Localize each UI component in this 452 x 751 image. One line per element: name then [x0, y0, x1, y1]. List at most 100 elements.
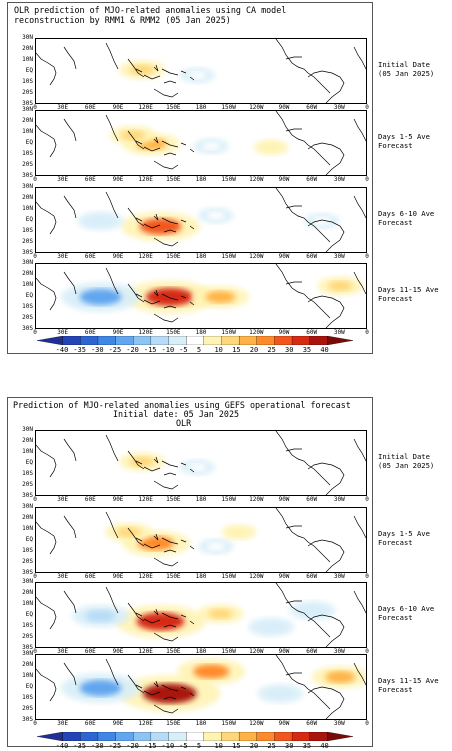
lon-tick-label: 30E [57, 720, 69, 727]
lat-tick-label: 20S [22, 314, 33, 321]
lon-tick-label: 180 [195, 573, 207, 580]
coastline [285, 525, 302, 529]
lat-tick-label: 30S [22, 325, 33, 332]
lat-tick-label: EQ [25, 611, 33, 618]
coastline [105, 586, 145, 622]
lon-tick-label: 60E [84, 329, 96, 336]
panel-label: Days 6-10 Ave Forecast [378, 604, 435, 622]
colorbar-swatch [203, 732, 222, 741]
coastline [135, 680, 179, 714]
colorbar-swatch [80, 336, 99, 345]
lon-tick-label: 30W [333, 253, 345, 260]
colorbar-tick-label: -35 [73, 346, 86, 354]
anomaly-core [130, 64, 155, 75]
lon-tick-label: 150E [166, 720, 181, 727]
coastline [307, 219, 345, 252]
lat-tick-label: 30N [22, 426, 33, 433]
lon-tick-label: 60E [84, 176, 96, 183]
lon-tick-label: 90E [112, 648, 124, 655]
anomaly-core [120, 130, 145, 141]
lon-tick-label: 30E [57, 176, 69, 183]
colorbar-tick-label: 25 [267, 346, 276, 354]
anomaly-map [36, 111, 366, 175]
coastline [105, 42, 145, 78]
colorbar-tick-label: 40 [320, 742, 329, 750]
colorbar-tick-label: -25 [108, 346, 122, 354]
colorbar-swatch [327, 732, 353, 741]
coastline [105, 434, 145, 470]
coastline [180, 219, 195, 230]
anomaly-core [325, 671, 356, 683]
lon-tick-label: 90E [112, 329, 124, 336]
lon-tick-label: 60W [306, 176, 318, 183]
lon-tick-label: 30W [333, 720, 345, 727]
colorbar-tick-label: -40 [55, 742, 69, 750]
coastline [36, 118, 77, 158]
colorbar-swatch [150, 732, 169, 741]
colorbar-tick-label: -25 [108, 742, 122, 750]
coastline [180, 614, 195, 625]
coastline [180, 539, 195, 550]
anomaly-map [36, 655, 366, 719]
lon-tick-label: 90W [278, 720, 290, 727]
panel-label: Initial Date (05 Jan 2025) [378, 452, 435, 470]
lon-tick-label: 60W [306, 253, 318, 260]
lat-tick-label: 10N [22, 525, 33, 532]
map-panel [35, 263, 367, 329]
lon-tick-label: 0 [365, 573, 369, 580]
coastline [353, 438, 366, 462]
lat-tick-label: 20N [22, 194, 33, 201]
panel-label: Days 6-10 Ave Forecast [378, 209, 435, 227]
anomaly-map [36, 188, 366, 252]
colorbar-tick-label: 35 [302, 742, 312, 750]
lon-tick-label: 150W [221, 573, 236, 580]
lat-tick-label: 30S [22, 249, 33, 256]
lat-tick-label: 10N [22, 128, 33, 135]
colorbar-swatch [97, 732, 117, 741]
map-panel [35, 38, 367, 104]
lat-tick-label: EQ [25, 459, 33, 466]
lon-tick-label: 0 [33, 329, 37, 336]
colorbar-swatch [309, 732, 328, 741]
lon-tick-label: 120E [138, 720, 153, 727]
lat-tick-label: 30N [22, 650, 33, 657]
coastline [275, 188, 331, 243]
colorbar-swatch [62, 732, 81, 741]
map-panel [35, 582, 367, 648]
lon-tick-label: 90E [112, 496, 124, 503]
colorbar-swatch [186, 732, 205, 741]
coastline [353, 46, 366, 70]
coastline [36, 590, 77, 630]
anomaly-map [36, 264, 366, 328]
lon-tick-label: 90E [112, 176, 124, 183]
colorbar-swatch [37, 732, 63, 741]
colorbar-tick-label: 40 [320, 346, 329, 354]
lon-tick-label: 0 [365, 253, 369, 260]
lon-tick-label: 90E [112, 573, 124, 580]
coastline [105, 658, 145, 694]
coastline [353, 195, 366, 219]
colorbar-tick-label: 15 [232, 346, 241, 354]
colorbar-tick-label: -15 [143, 742, 157, 750]
anomaly-core [193, 664, 230, 679]
lon-tick-label: 0 [33, 176, 37, 183]
panel-label: Days 11-15 Ave Forecast [378, 285, 439, 303]
lon-tick-label: 30W [333, 329, 345, 336]
lon-tick-label: 120W [249, 104, 264, 111]
colorbar-tick-label: -10 [161, 742, 175, 750]
lat-tick-label: 10S [22, 78, 33, 85]
lon-tick-label: 30E [57, 253, 69, 260]
coastline [105, 511, 145, 547]
anomaly-core [205, 291, 236, 303]
colorbar-swatch [97, 336, 117, 345]
anomaly-core [206, 211, 225, 220]
coastline [36, 271, 77, 311]
lon-tick-label: 120E [138, 253, 153, 260]
colorbar-swatch [203, 336, 222, 345]
colorbar-tick-label: -40 [55, 346, 69, 354]
lon-tick-label: 180 [195, 496, 207, 503]
panel-label: Days 11-15 Ave Forecast [378, 676, 439, 694]
lon-tick-label: 120E [138, 329, 153, 336]
colorbar-tick-label: 10 [214, 742, 223, 750]
lon-tick-label: 30W [333, 573, 345, 580]
